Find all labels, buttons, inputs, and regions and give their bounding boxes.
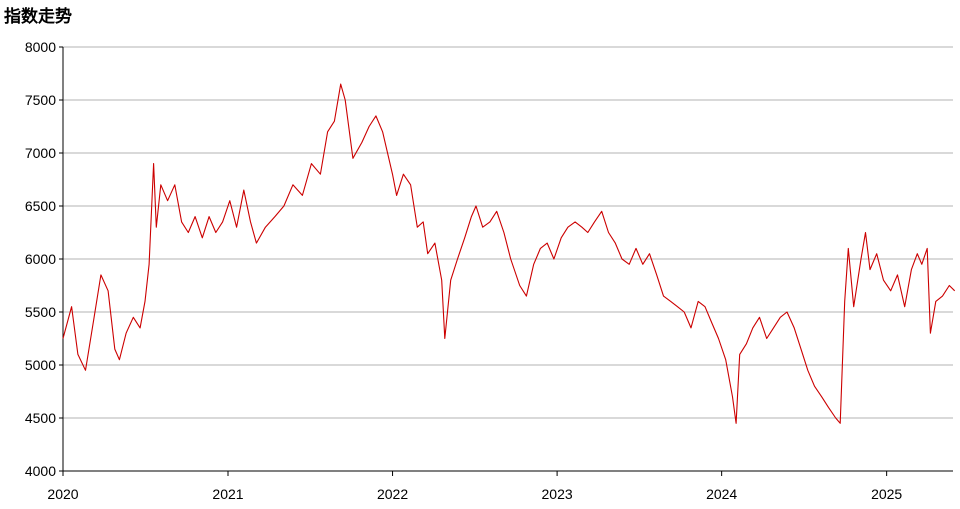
y-tick-label-5000: 5000 [25, 357, 56, 373]
y-tick-label-4000: 4000 [25, 463, 56, 479]
y-axis-tick-labels: 4000 4500 5000 5500 6000 6500 7000 7500 8000 [25, 39, 56, 479]
x-tick-label-2020: 2020 [47, 486, 78, 502]
x-tick-label-2024: 2024 [706, 486, 737, 502]
x-tick-label-2021: 2021 [212, 486, 243, 502]
x-tick-label-2023: 2023 [542, 486, 573, 502]
y-tick-label-8000: 8000 [25, 39, 56, 55]
y-tick-label-4500: 4500 [25, 410, 56, 426]
x-axis: 2020 2021 2022 2023 2024 2025 [47, 46, 953, 502]
y-tick-label-7500: 7500 [25, 92, 56, 108]
series-line-0 [62, 83, 956, 424]
y-tick-label-5500: 5500 [25, 304, 56, 320]
chart-title: 指数走势 [4, 7, 72, 27]
series-layer [62, 83, 956, 424]
grid-lines [63, 46, 953, 419]
y-tick-label-6000: 6000 [25, 251, 56, 267]
y-tick-label-6500: 6500 [25, 198, 56, 214]
x-tick-label-2022: 2022 [377, 486, 408, 502]
y-tick-label-7000: 7000 [25, 145, 56, 161]
x-tick-label-2025: 2025 [871, 486, 902, 502]
